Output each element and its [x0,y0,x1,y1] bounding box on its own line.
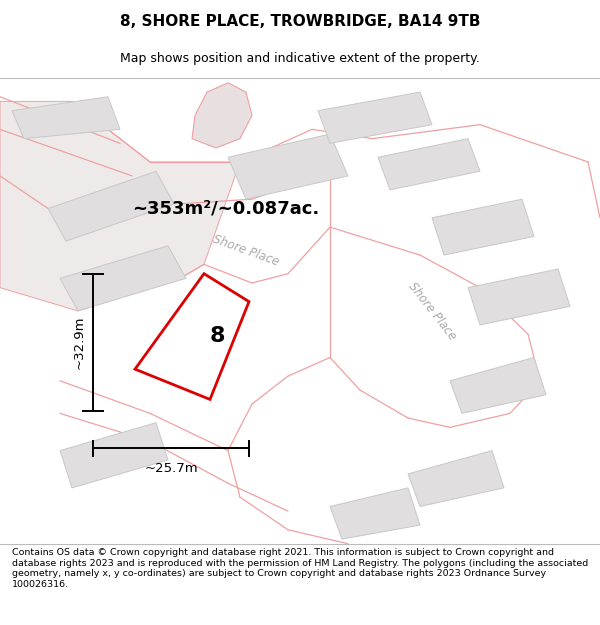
Polygon shape [468,269,570,325]
Text: ~25.7m: ~25.7m [144,462,198,475]
Polygon shape [192,82,252,148]
Polygon shape [330,488,420,539]
Polygon shape [12,97,120,139]
Polygon shape [48,171,174,241]
Polygon shape [228,134,348,199]
Text: 8, SHORE PLACE, TROWBRIDGE, BA14 9TB: 8, SHORE PLACE, TROWBRIDGE, BA14 9TB [120,14,480,29]
Polygon shape [408,451,504,506]
Text: Contains OS data © Crown copyright and database right 2021. This information is : Contains OS data © Crown copyright and d… [12,548,588,589]
Polygon shape [450,357,546,413]
Text: Map shows position and indicative extent of the property.: Map shows position and indicative extent… [120,52,480,65]
Polygon shape [318,92,432,143]
Polygon shape [0,101,240,311]
Polygon shape [60,246,186,311]
Polygon shape [378,139,480,190]
Text: 8: 8 [210,326,225,346]
Text: ~32.9m: ~32.9m [73,316,86,369]
Polygon shape [432,199,534,255]
Polygon shape [135,274,249,399]
Text: ~353m²/~0.087ac.: ~353m²/~0.087ac. [132,199,319,217]
Polygon shape [60,422,168,488]
Text: Shore Place: Shore Place [211,232,281,268]
Text: Shore Place: Shore Place [406,279,458,342]
